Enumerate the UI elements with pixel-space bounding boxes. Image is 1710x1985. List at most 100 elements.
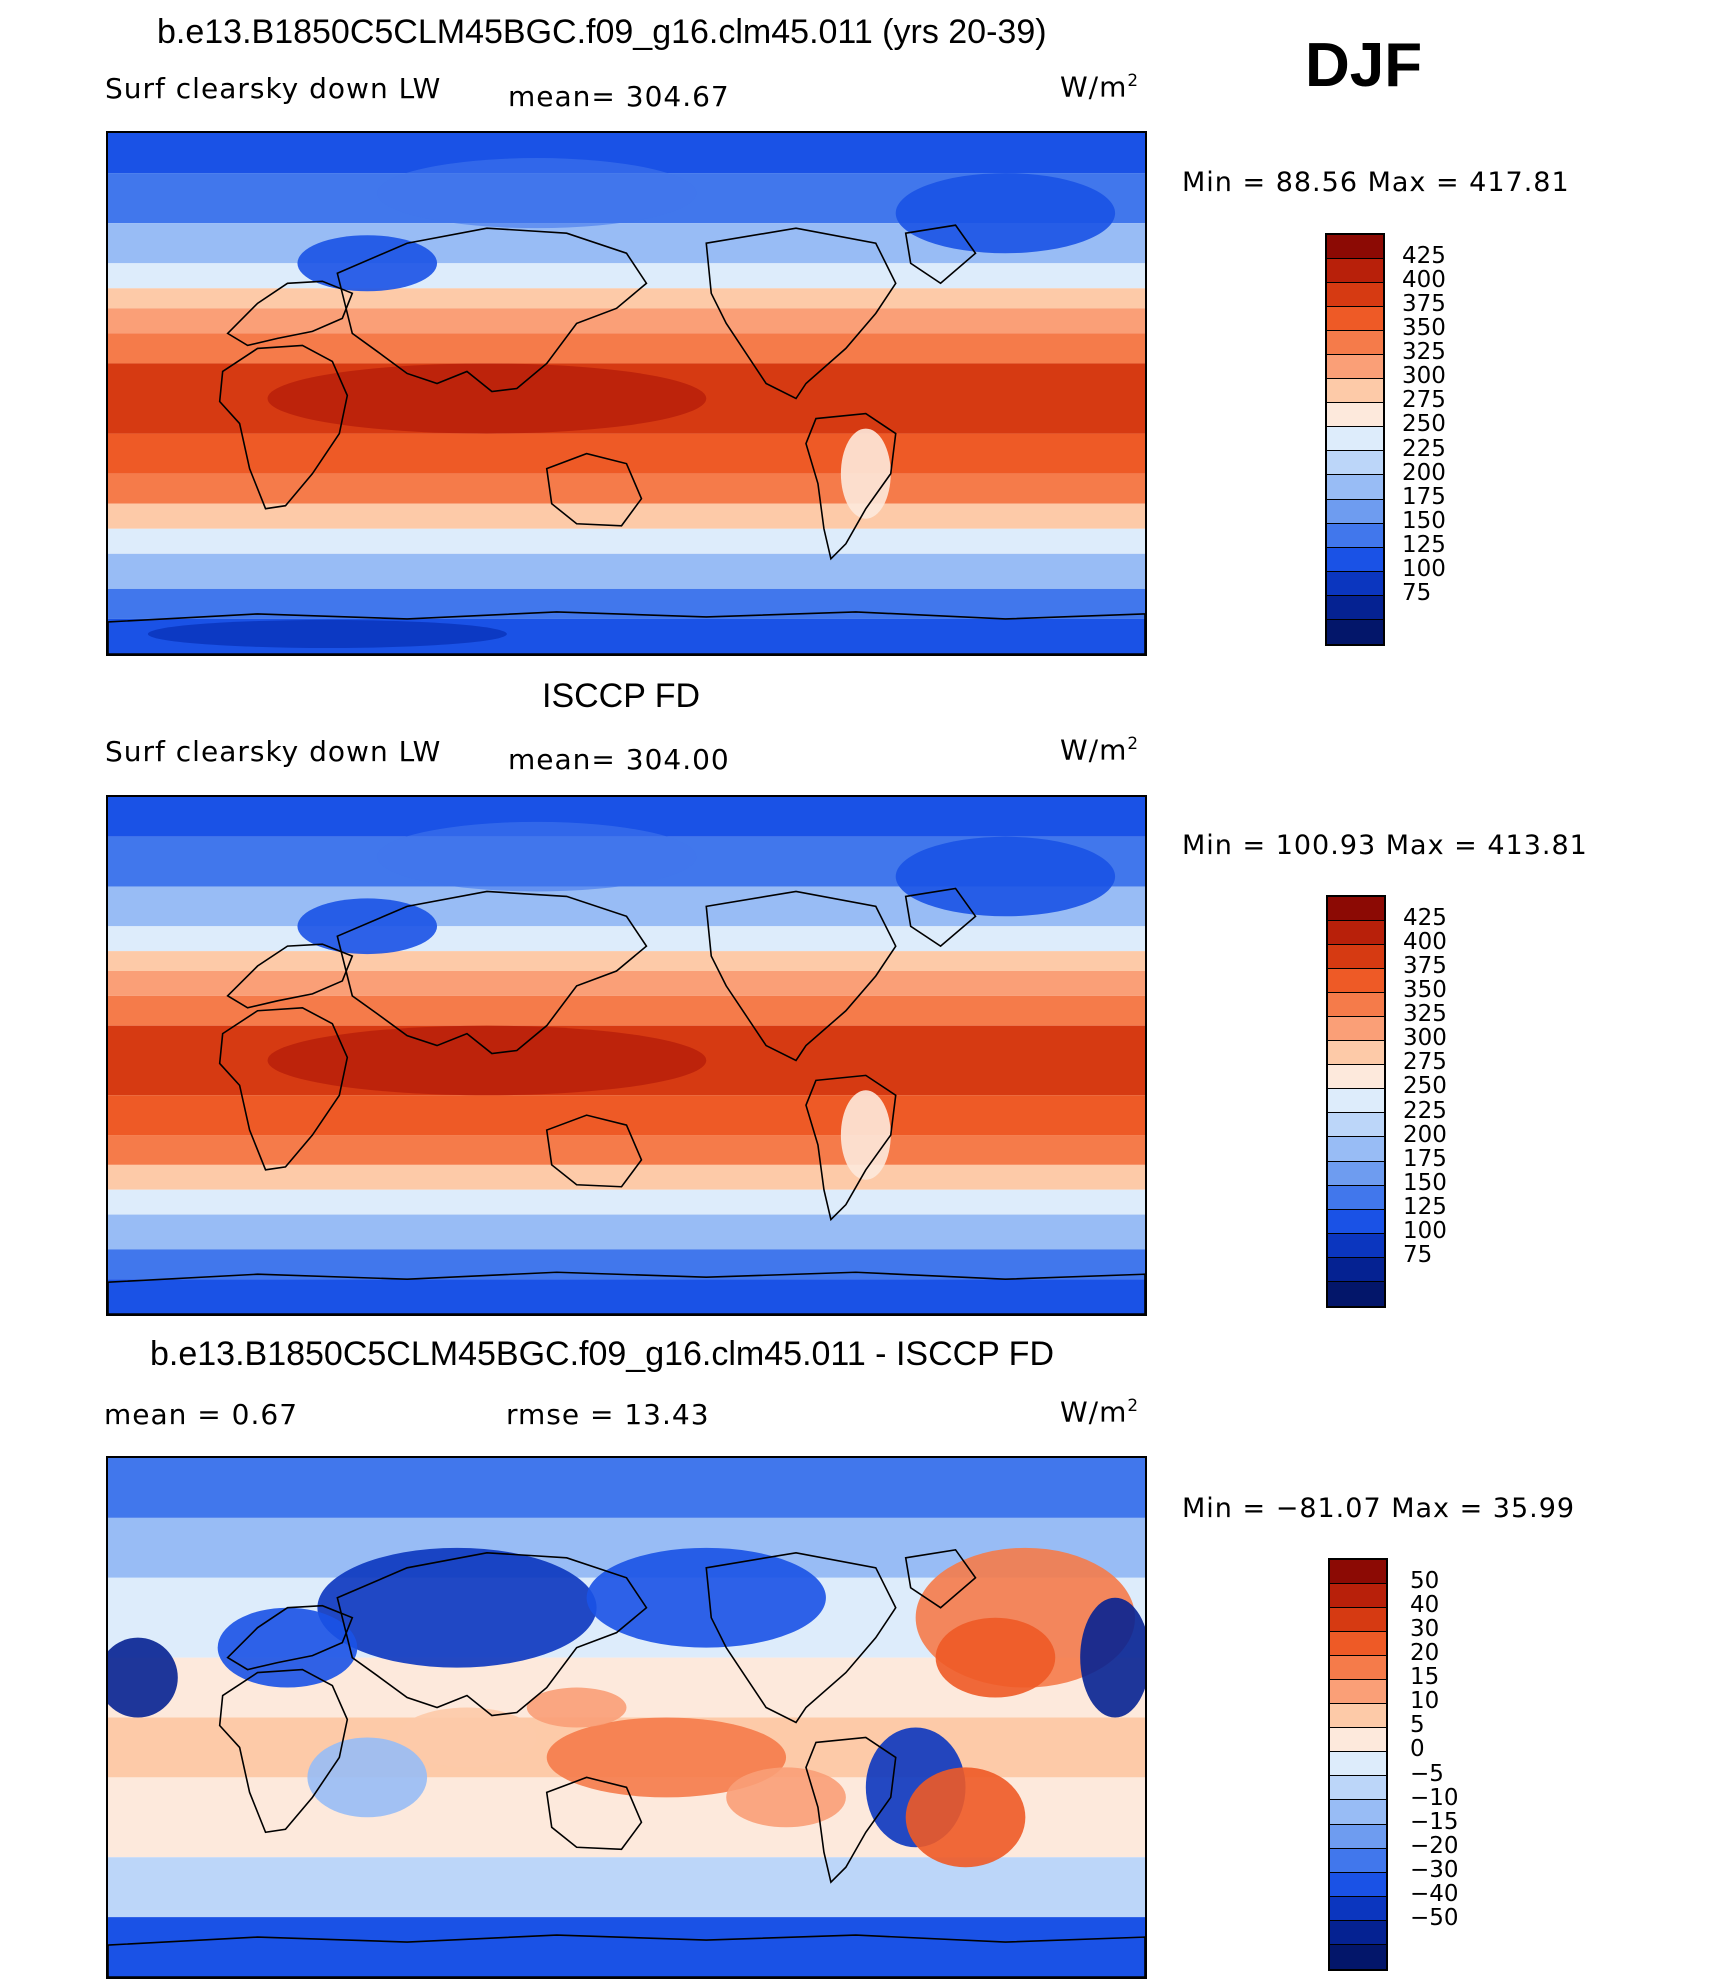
colorbar-tick-label: −15 <box>1410 1808 1459 1835</box>
colorbar-swatch <box>1327 595 1383 620</box>
panel-2-map <box>106 795 1147 1316</box>
panel-1-map <box>106 131 1147 656</box>
colorbar-swatch <box>1330 1824 1386 1849</box>
panel-1-title: b.e13.B1850C5CLM45BGC.f09_g16.clm45.011 … <box>157 13 1047 51</box>
colorbar-swatch <box>1328 1257 1384 1282</box>
colorbar-tick-label: 325 <box>1403 1001 1447 1028</box>
colorbar-swatch <box>1327 547 1383 572</box>
colorbar-tick-label: 175 <box>1402 483 1446 510</box>
colorbar-tick-label: 375 <box>1403 953 1447 980</box>
colorbar-swatch <box>1327 259 1383 284</box>
colorbar-swatch <box>1328 1161 1384 1186</box>
colorbar-swatch <box>1330 1848 1386 1873</box>
panel-3-mean-label: mean = 0.67 <box>104 1398 299 1431</box>
colorbar-swatch <box>1327 307 1383 332</box>
colorbar-swatch <box>1327 379 1383 404</box>
colorbar-swatch <box>1330 1560 1386 1585</box>
colorbar-tick-label: 100 <box>1403 1217 1447 1244</box>
season-label: DJF <box>1305 31 1423 100</box>
colorbar-tick-label: 40 <box>1410 1592 1440 1619</box>
colorbar-swatch <box>1327 403 1383 428</box>
colorbar-swatch <box>1327 523 1383 548</box>
colorbar-swatch <box>1328 921 1384 946</box>
colorbar-tick-label: 225 <box>1402 435 1446 462</box>
colorbar-swatch <box>1327 355 1383 380</box>
panel-2-mean-label: mean= 304.00 <box>508 743 730 776</box>
colorbar-swatch <box>1330 1584 1386 1609</box>
colorbar-tick-label: 125 <box>1403 1193 1447 1220</box>
colorbar-tick-label: 20 <box>1410 1640 1440 1667</box>
colorbar-tick-label: −5 <box>1410 1760 1444 1787</box>
colorbar-swatch <box>1328 1137 1384 1162</box>
colorbar-tick-label: 225 <box>1403 1097 1447 1124</box>
colorbar-tick-label: −30 <box>1410 1856 1459 1883</box>
colorbar-tick-label: 150 <box>1402 507 1446 534</box>
panel-1-min-max: Min = 88.56 Max = 417.81 <box>1182 167 1570 198</box>
colorbar-swatch <box>1330 1656 1386 1681</box>
colorbar-tick-label: 50 <box>1410 1568 1440 1595</box>
colorbar-tick-label: 75 <box>1403 1241 1433 1268</box>
colorbar-tick-label: 300 <box>1403 1025 1447 1052</box>
colorbar-tick-label: 250 <box>1403 1073 1447 1100</box>
colorbar-swatch <box>1327 571 1383 596</box>
colorbar-tick-label: 350 <box>1402 315 1446 342</box>
colorbar-swatch <box>1328 1185 1384 1210</box>
colorbar-swatch <box>1330 1872 1386 1897</box>
colorbar-swatch <box>1328 1281 1384 1306</box>
colorbar-swatch <box>1328 945 1384 970</box>
colorbar-tick-label: 75 <box>1402 579 1432 606</box>
colorbar-swatch <box>1330 1920 1386 1945</box>
panel-1-colorbar <box>1325 233 1385 646</box>
panel-1-units: W/m2 <box>1060 70 1140 104</box>
colorbar-swatch <box>1328 1041 1384 1066</box>
colorbar-tick-label: 15 <box>1410 1664 1440 1691</box>
colorbar-tick-label: 425 <box>1402 243 1446 270</box>
colorbar-tick-label: 400 <box>1403 929 1447 956</box>
colorbar-tick-label: 100 <box>1402 555 1446 582</box>
colorbar-swatch <box>1328 1113 1384 1138</box>
colorbar-swatch <box>1328 969 1384 994</box>
colorbar-tick-label: −20 <box>1410 1832 1459 1859</box>
colorbar-tick-label: 0 <box>1410 1736 1425 1763</box>
colorbar-tick-label: 175 <box>1403 1145 1447 1172</box>
panel-1-mean-label: mean= 304.67 <box>508 80 730 113</box>
colorbar-swatch <box>1330 1632 1386 1657</box>
colorbar-swatch <box>1330 1608 1386 1633</box>
colorbar-tick-label: 275 <box>1402 387 1446 414</box>
colorbar-swatch <box>1328 1017 1384 1042</box>
panel-1-variable-label: Surf clearsky down LW <box>105 72 442 105</box>
colorbar-tick-label: 200 <box>1403 1121 1447 1148</box>
colorbar-swatch <box>1330 1776 1386 1801</box>
panel-3-units: W/m2 <box>1060 1395 1140 1429</box>
panel-2-min-max: Min = 100.93 Max = 413.81 <box>1182 830 1588 861</box>
colorbar-swatch <box>1328 1209 1384 1234</box>
colorbar-swatch <box>1327 235 1383 260</box>
colorbar-swatch <box>1330 1704 1386 1729</box>
colorbar-swatch <box>1328 1233 1384 1258</box>
colorbar-swatch <box>1330 1752 1386 1777</box>
colorbar-tick-label: 425 <box>1403 905 1447 932</box>
colorbar-tick-label: 275 <box>1403 1049 1447 1076</box>
panel-3-map <box>106 1456 1147 1979</box>
panel-3-colorbar <box>1328 1558 1388 1971</box>
colorbar-swatch <box>1328 993 1384 1018</box>
panel-2-title: ISCCP FD <box>542 677 701 715</box>
colorbar-tick-label: 200 <box>1402 459 1446 486</box>
colorbar-swatch <box>1330 1944 1386 1969</box>
colorbar-swatch <box>1328 1065 1384 1090</box>
colorbar-tick-label: −50 <box>1410 1904 1459 1931</box>
colorbar-tick-label: 250 <box>1402 411 1446 438</box>
colorbar-swatch <box>1327 283 1383 308</box>
panel-3-min-max: Min = −81.07 Max = 35.99 <box>1182 1493 1576 1524</box>
colorbar-swatch <box>1327 331 1383 356</box>
colorbar-swatch <box>1328 897 1384 922</box>
colorbar-tick-label: 30 <box>1410 1616 1440 1643</box>
colorbar-swatch <box>1327 475 1383 500</box>
panel-2-units: W/m2 <box>1060 733 1140 767</box>
colorbar-swatch <box>1330 1728 1386 1753</box>
panel-2-colorbar <box>1326 895 1386 1308</box>
colorbar-tick-label: 150 <box>1403 1169 1447 1196</box>
colorbar-tick-label: 10 <box>1410 1688 1440 1715</box>
colorbar-swatch <box>1330 1896 1386 1921</box>
colorbar-swatch <box>1328 1089 1384 1114</box>
